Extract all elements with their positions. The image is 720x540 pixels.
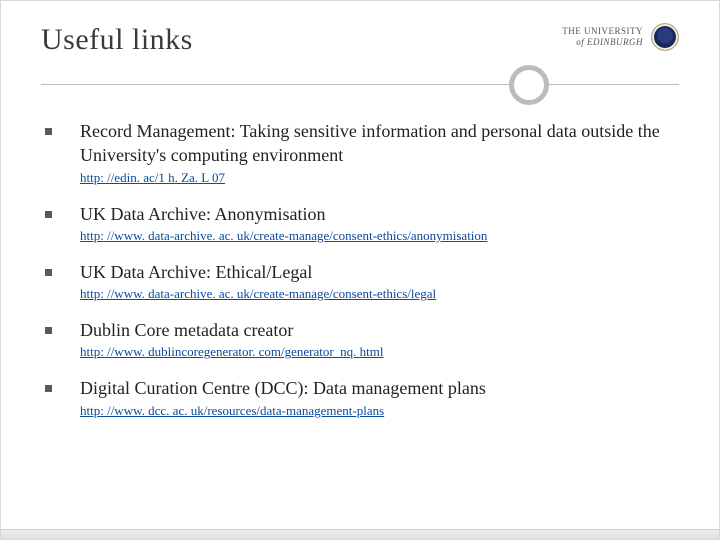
bullet-icon <box>45 269 52 276</box>
item-body: Dublin Core metadata creator http: //www… <box>80 318 679 360</box>
item-body: UK Data Archive: Anonymisation http: //w… <box>80 202 679 244</box>
divider-circle-icon <box>509 65 549 105</box>
item-title: Record Management: Taking sensitive info… <box>80 119 679 168</box>
university-name: THE UNIVERSITY of EDINBURGH <box>562 26 643 48</box>
item-link[interactable]: http: //edin. ac/1 h. Za. L 07 <box>80 170 679 186</box>
list-item: Dublin Core metadata creator http: //www… <box>45 318 679 360</box>
header: Useful links THE UNIVERSITY of EDINBURGH <box>41 23 679 57</box>
item-link[interactable]: http: //www. data-archive. ac. uk/create… <box>80 228 679 244</box>
item-body: Digital Curation Centre (DCC): Data mana… <box>80 376 679 418</box>
bullet-icon <box>45 128 52 135</box>
university-logo: THE UNIVERSITY of EDINBURGH <box>562 23 679 51</box>
item-body: UK Data Archive: Ethical/Legal http: //w… <box>80 260 679 302</box>
content: Record Management: Taking sensitive info… <box>41 119 679 419</box>
divider <box>41 65 679 105</box>
crest-icon <box>651 23 679 51</box>
list-item: UK Data Archive: Anonymisation http: //w… <box>45 202 679 244</box>
item-title: UK Data Archive: Anonymisation <box>80 202 679 226</box>
bullet-icon <box>45 385 52 392</box>
list-item: Digital Curation Centre (DCC): Data mana… <box>45 376 679 418</box>
item-body: Record Management: Taking sensitive info… <box>80 119 679 186</box>
list-item: UK Data Archive: Ethical/Legal http: //w… <box>45 260 679 302</box>
item-title: UK Data Archive: Ethical/Legal <box>80 260 679 284</box>
item-title: Dublin Core metadata creator <box>80 318 679 342</box>
footer-band <box>1 529 719 539</box>
item-link[interactable]: http: //www. dcc. ac. uk/resources/data-… <box>80 403 679 419</box>
university-line1: THE UNIVERSITY <box>562 26 643 37</box>
divider-line <box>41 84 679 85</box>
slide: Useful links THE UNIVERSITY of EDINBURGH… <box>0 0 720 540</box>
list-item: Record Management: Taking sensitive info… <box>45 119 679 186</box>
item-link[interactable]: http: //www. data-archive. ac. uk/create… <box>80 286 679 302</box>
bullet-icon <box>45 327 52 334</box>
item-title: Digital Curation Centre (DCC): Data mana… <box>80 376 679 400</box>
item-link[interactable]: http: //www. dublincoregenerator. com/ge… <box>80 344 679 360</box>
university-line2: of EDINBURGH <box>562 37 643 48</box>
bullet-icon <box>45 211 52 218</box>
page-title: Useful links <box>41 23 193 57</box>
